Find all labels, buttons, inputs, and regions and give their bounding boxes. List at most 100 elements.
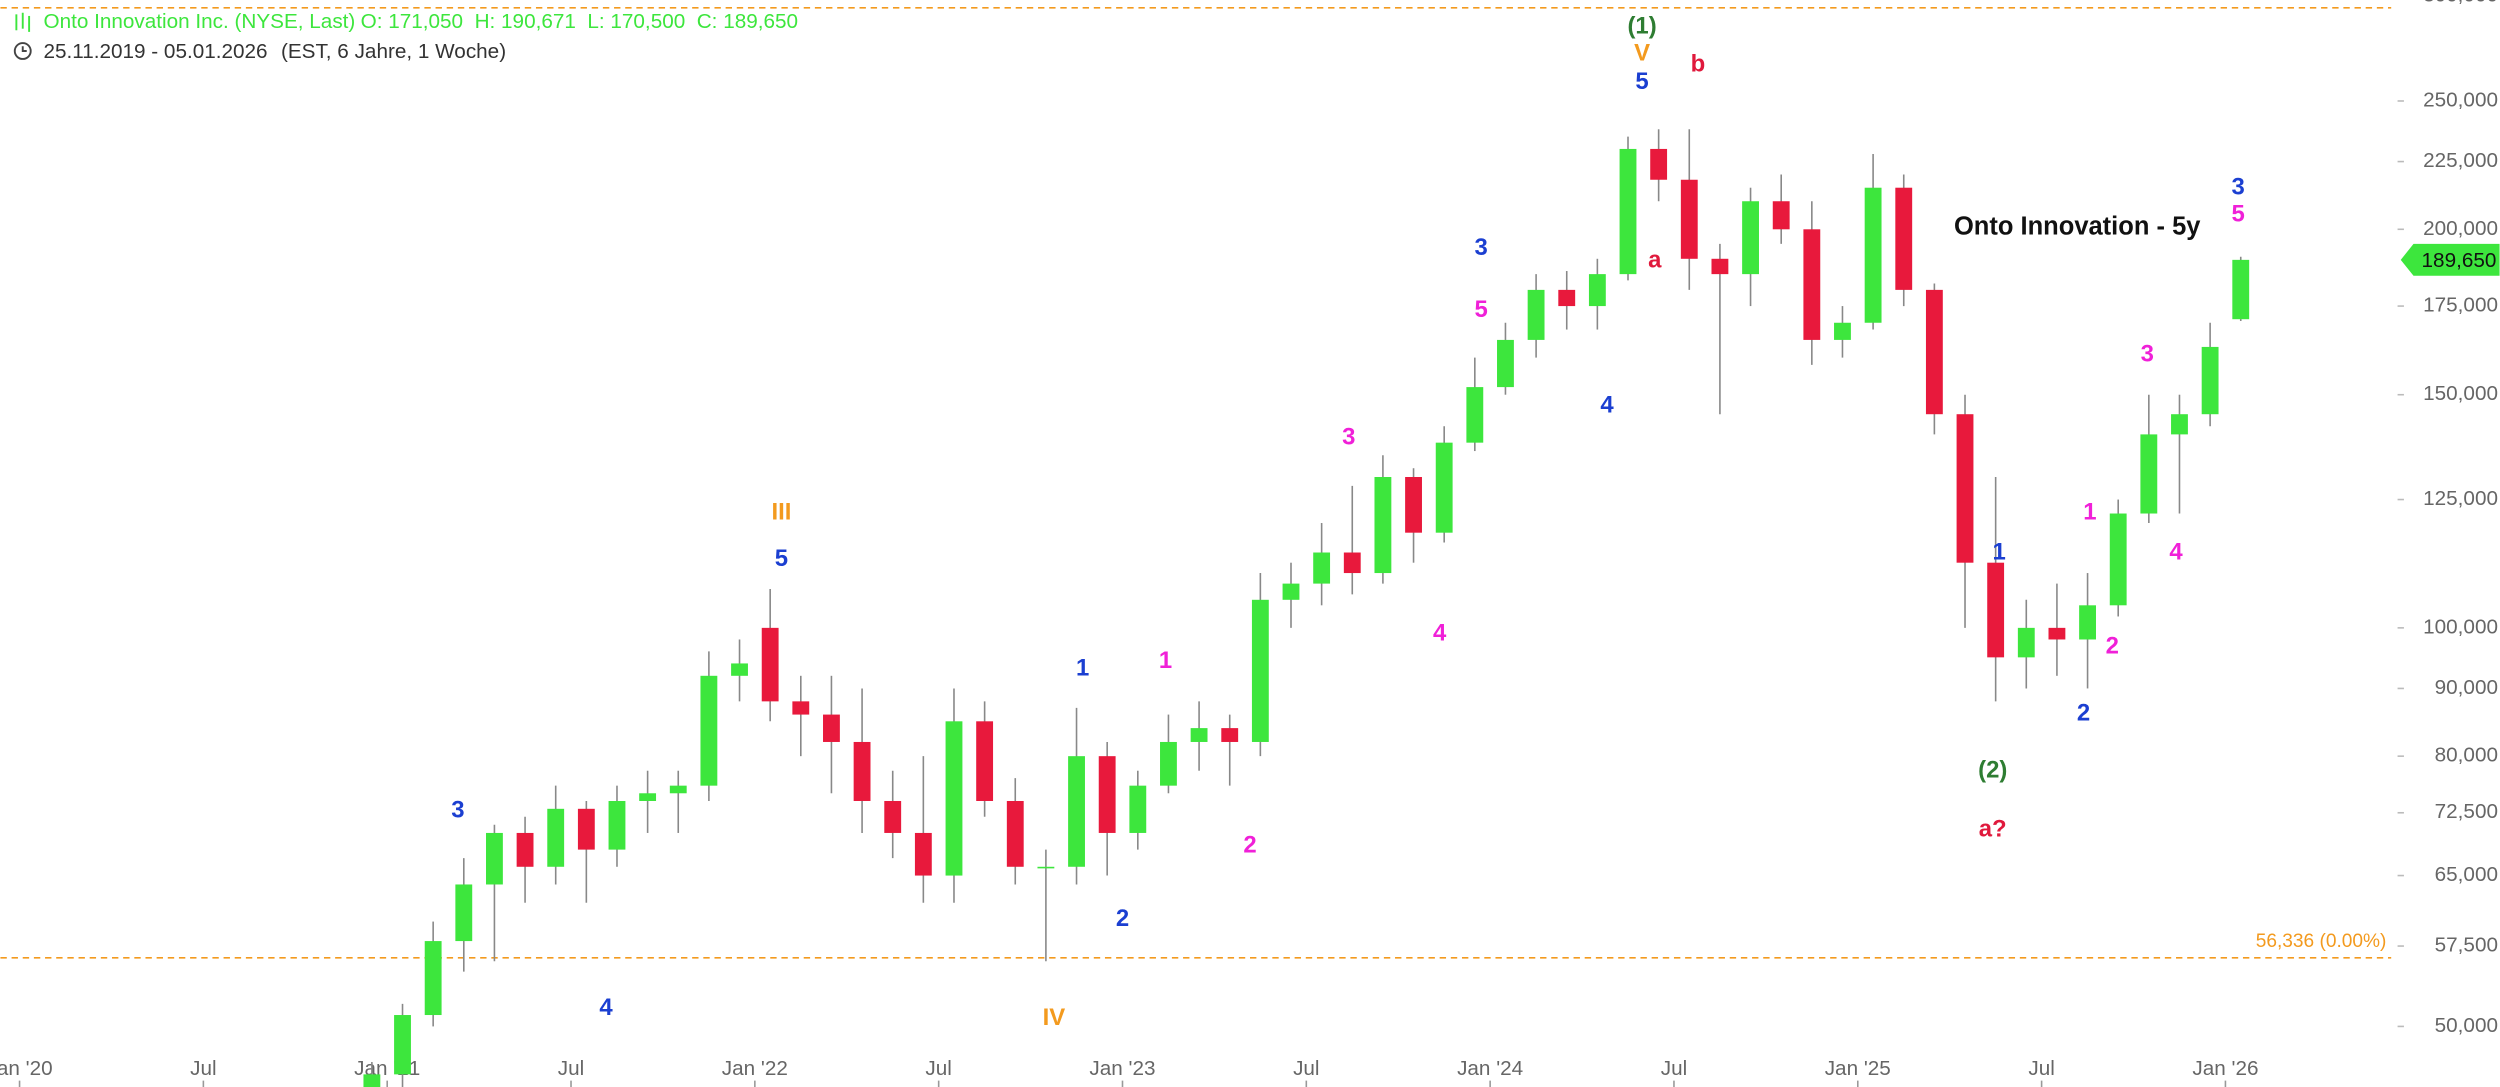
x-tick-label: Jul <box>1293 1057 1319 1080</box>
candle-body <box>455 884 473 942</box>
candle <box>2079 573 2096 689</box>
candle <box>1374 455 1392 584</box>
candle <box>761 588 779 722</box>
candle <box>547 785 565 885</box>
candle-body <box>1895 187 1913 290</box>
candle-body <box>1711 258 1729 275</box>
candle-body <box>1864 187 1882 323</box>
candle-body <box>1588 274 1606 307</box>
candle-body <box>516 832 534 867</box>
candle-body <box>1527 289 1545 340</box>
wave-label: 3 <box>1342 424 1355 451</box>
wave-label: III <box>771 499 791 526</box>
candle <box>1956 394 1974 628</box>
candle-body <box>2079 605 2096 640</box>
candle-body <box>2109 513 2127 606</box>
wave-label: 3 <box>1474 234 1487 261</box>
date-range: 25.11.2019 - 05.01.2026 <box>43 40 267 63</box>
clock-icon <box>13 42 32 60</box>
wave-label: 5 <box>775 545 788 572</box>
wave-label: 1 <box>1159 647 1172 674</box>
x-tick-label: Jul <box>558 1057 584 1080</box>
wave-label: 2 <box>2077 699 2090 726</box>
candle-body <box>1160 741 1177 786</box>
x-tick-label: Jul <box>2028 1057 2054 1080</box>
candle <box>2140 394 2158 524</box>
candle <box>1650 129 1668 202</box>
candle <box>394 1003 411 1087</box>
candle <box>577 800 595 903</box>
wave-label: 1 <box>1992 538 2005 565</box>
candle-body <box>486 832 503 885</box>
candle-body <box>1405 476 1422 533</box>
wave-label: 2 <box>1116 905 1129 932</box>
candle-body <box>424 941 442 1016</box>
candle-body <box>1006 800 1024 867</box>
candle <box>608 785 626 867</box>
candle <box>1098 741 1116 876</box>
wave-label: 4 <box>2169 538 2183 565</box>
candle <box>792 675 810 757</box>
candle <box>1466 357 1484 452</box>
candle <box>1405 468 1422 563</box>
y-tick-label: 80,000 <box>2435 744 2498 767</box>
candle <box>1558 271 1576 330</box>
candle-body <box>1558 289 1576 307</box>
candle <box>700 651 718 801</box>
candle <box>1742 187 1759 307</box>
candle-body <box>2171 414 2188 435</box>
candle-body <box>1343 552 1361 574</box>
candle <box>2232 256 2250 322</box>
wave-label: 1 <box>1076 655 1089 682</box>
candle <box>1313 523 1331 606</box>
y-tick-label: 150,000 <box>2423 382 2498 405</box>
candle-body <box>2140 434 2158 514</box>
candle <box>731 639 748 702</box>
candle-body <box>669 785 687 794</box>
candle-body <box>1742 201 1759 275</box>
y-tick-label: 200,000 <box>2423 217 2498 240</box>
candle <box>2201 322 2219 427</box>
chart-meta: (EST, 6 Jahre, 1 Woche) <box>281 40 506 63</box>
candle <box>2171 394 2188 514</box>
candle <box>1803 201 1821 365</box>
candle-body <box>639 793 657 801</box>
wave-label: 5 <box>1635 68 1648 95</box>
candle-body <box>1619 148 1637 275</box>
wave-label: 2 <box>1243 832 1256 859</box>
wave-label: b <box>1691 51 1706 78</box>
candle <box>639 770 657 833</box>
x-tick-label: Jan '25 <box>1825 1057 1891 1080</box>
candle-body <box>976 721 994 801</box>
candle-body <box>853 741 871 801</box>
candle-body <box>1435 442 1453 533</box>
candle-body <box>1497 339 1514 388</box>
candle-body <box>1987 562 2005 658</box>
x-tick-label: Jul <box>1661 1057 1687 1080</box>
wave-label: IV <box>1043 1004 1066 1031</box>
candle-body <box>2048 627 2066 640</box>
candle-body <box>1068 756 1085 867</box>
wave-label: V <box>1634 40 1650 67</box>
y-tick-label: 90,000 <box>2435 676 2498 699</box>
x-tick-label: Jan '24 <box>1457 1057 1523 1080</box>
candle-body <box>1466 387 1484 443</box>
candle <box>455 858 473 972</box>
x-tick-label: Jan '23 <box>1089 1057 1155 1080</box>
chart-icon <box>15 12 31 32</box>
x-tick-label: Jan '20 <box>0 1057 53 1080</box>
candle-body <box>945 721 963 876</box>
wave-label: (2) <box>1978 757 2007 784</box>
candle <box>486 824 503 962</box>
wave-label: 1 <box>2083 499 2096 526</box>
candle-body <box>1129 785 1147 833</box>
candle-body <box>394 1015 411 1075</box>
candle <box>1711 243 1729 415</box>
candle-body <box>1313 552 1331 584</box>
candle-body <box>1098 756 1116 833</box>
candle-body <box>884 800 902 833</box>
candle-body <box>1037 866 1055 869</box>
x-tick-label: Jul <box>925 1057 951 1080</box>
